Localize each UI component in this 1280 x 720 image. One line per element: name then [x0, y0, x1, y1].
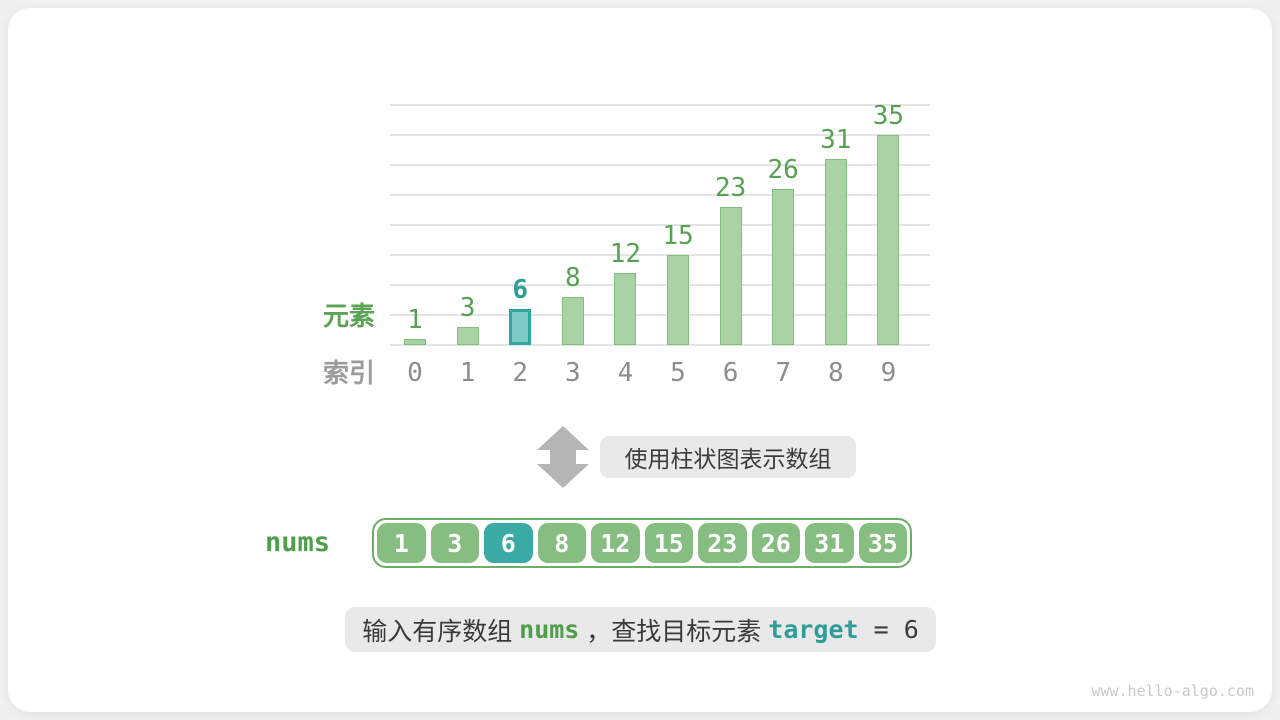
x-tick-label: 7: [775, 358, 792, 388]
x-tick-label: 1: [459, 358, 476, 388]
bar-value-label: 15: [662, 221, 694, 251]
chart-bar: [719, 207, 742, 345]
x-axis-ticks: 0 1 2 3 4 5 6 7 8 9: [390, 358, 930, 388]
array-cell: 35: [858, 523, 907, 563]
nums-array: 1 3 6 8 12 15 23 26 31 35: [372, 518, 912, 568]
array-cell: 8: [537, 523, 586, 563]
chart-bar: [561, 297, 584, 345]
caption-segment: nums: [519, 615, 580, 644]
watermark: www.hello-algo.com: [1091, 682, 1254, 700]
caption: 输入有序数组 nums ，查找目标元素 target = 6: [345, 607, 936, 652]
gridline: [390, 164, 930, 166]
bar-value-label: 35: [872, 101, 905, 131]
gridline: [390, 194, 930, 196]
bar-value-label: 3: [459, 293, 476, 323]
chart-bar: [614, 273, 637, 345]
x-tick-label: 0: [407, 358, 423, 388]
bar-value-label: 23: [714, 173, 747, 203]
note-box: 使用柱状图表示数组: [600, 436, 856, 478]
caption-segment: = 6: [858, 615, 919, 644]
bar-value-label: 6: [512, 275, 529, 305]
gridline: [390, 224, 930, 226]
x-axis-label: 索引: [322, 358, 375, 388]
up-down-arrow-icon: [537, 426, 589, 488]
caption-segment: ，查找目标元素: [579, 617, 769, 646]
array-cell: 6: [484, 523, 533, 563]
x-tick-label: 8: [827, 358, 844, 388]
bar-value-label: 26: [767, 155, 799, 185]
x-tick-label: 3: [564, 358, 581, 388]
chart-bar: [824, 159, 847, 345]
y-axis-label: 元素: [322, 301, 375, 331]
chart-bar: [772, 189, 795, 345]
array-cell: 31: [805, 523, 854, 563]
array-name-label: nums: [264, 527, 330, 558]
x-tick-label: 4: [617, 358, 634, 388]
chart-bar: [404, 339, 426, 345]
bar-value-label: 31: [820, 125, 852, 155]
chart-plot: 1 3 6 8 12 15 23 26 31 35: [390, 101, 930, 346]
gridline: [390, 314, 930, 316]
x-tick-label: 6: [722, 358, 739, 388]
gridline: [390, 134, 930, 136]
bar-value-label: 8: [564, 263, 581, 293]
x-tick-label: 2: [512, 358, 529, 388]
array-cell: 12: [591, 523, 640, 563]
chart-bar: [877, 135, 900, 345]
x-tick-label: 9: [880, 358, 897, 388]
caption-segment: 输入有序数组: [362, 617, 520, 646]
gridline: [390, 104, 930, 106]
array-cell: 26: [751, 523, 800, 563]
array-cell: 15: [644, 523, 693, 563]
caption-segment: target: [768, 615, 859, 644]
bar-value-label: 12: [609, 239, 642, 269]
chart-bar: [509, 309, 532, 345]
bar-value-label: 1: [407, 305, 423, 335]
array-cell: 1: [377, 523, 426, 563]
array-cell: 23: [698, 523, 747, 563]
gridline: [390, 254, 930, 256]
gridline: [390, 284, 930, 286]
chart-bar: [667, 255, 689, 345]
x-tick-label: 5: [670, 358, 686, 388]
gridline: [390, 344, 930, 346]
chart-bar: [456, 327, 479, 345]
array-cell: 3: [430, 523, 479, 563]
